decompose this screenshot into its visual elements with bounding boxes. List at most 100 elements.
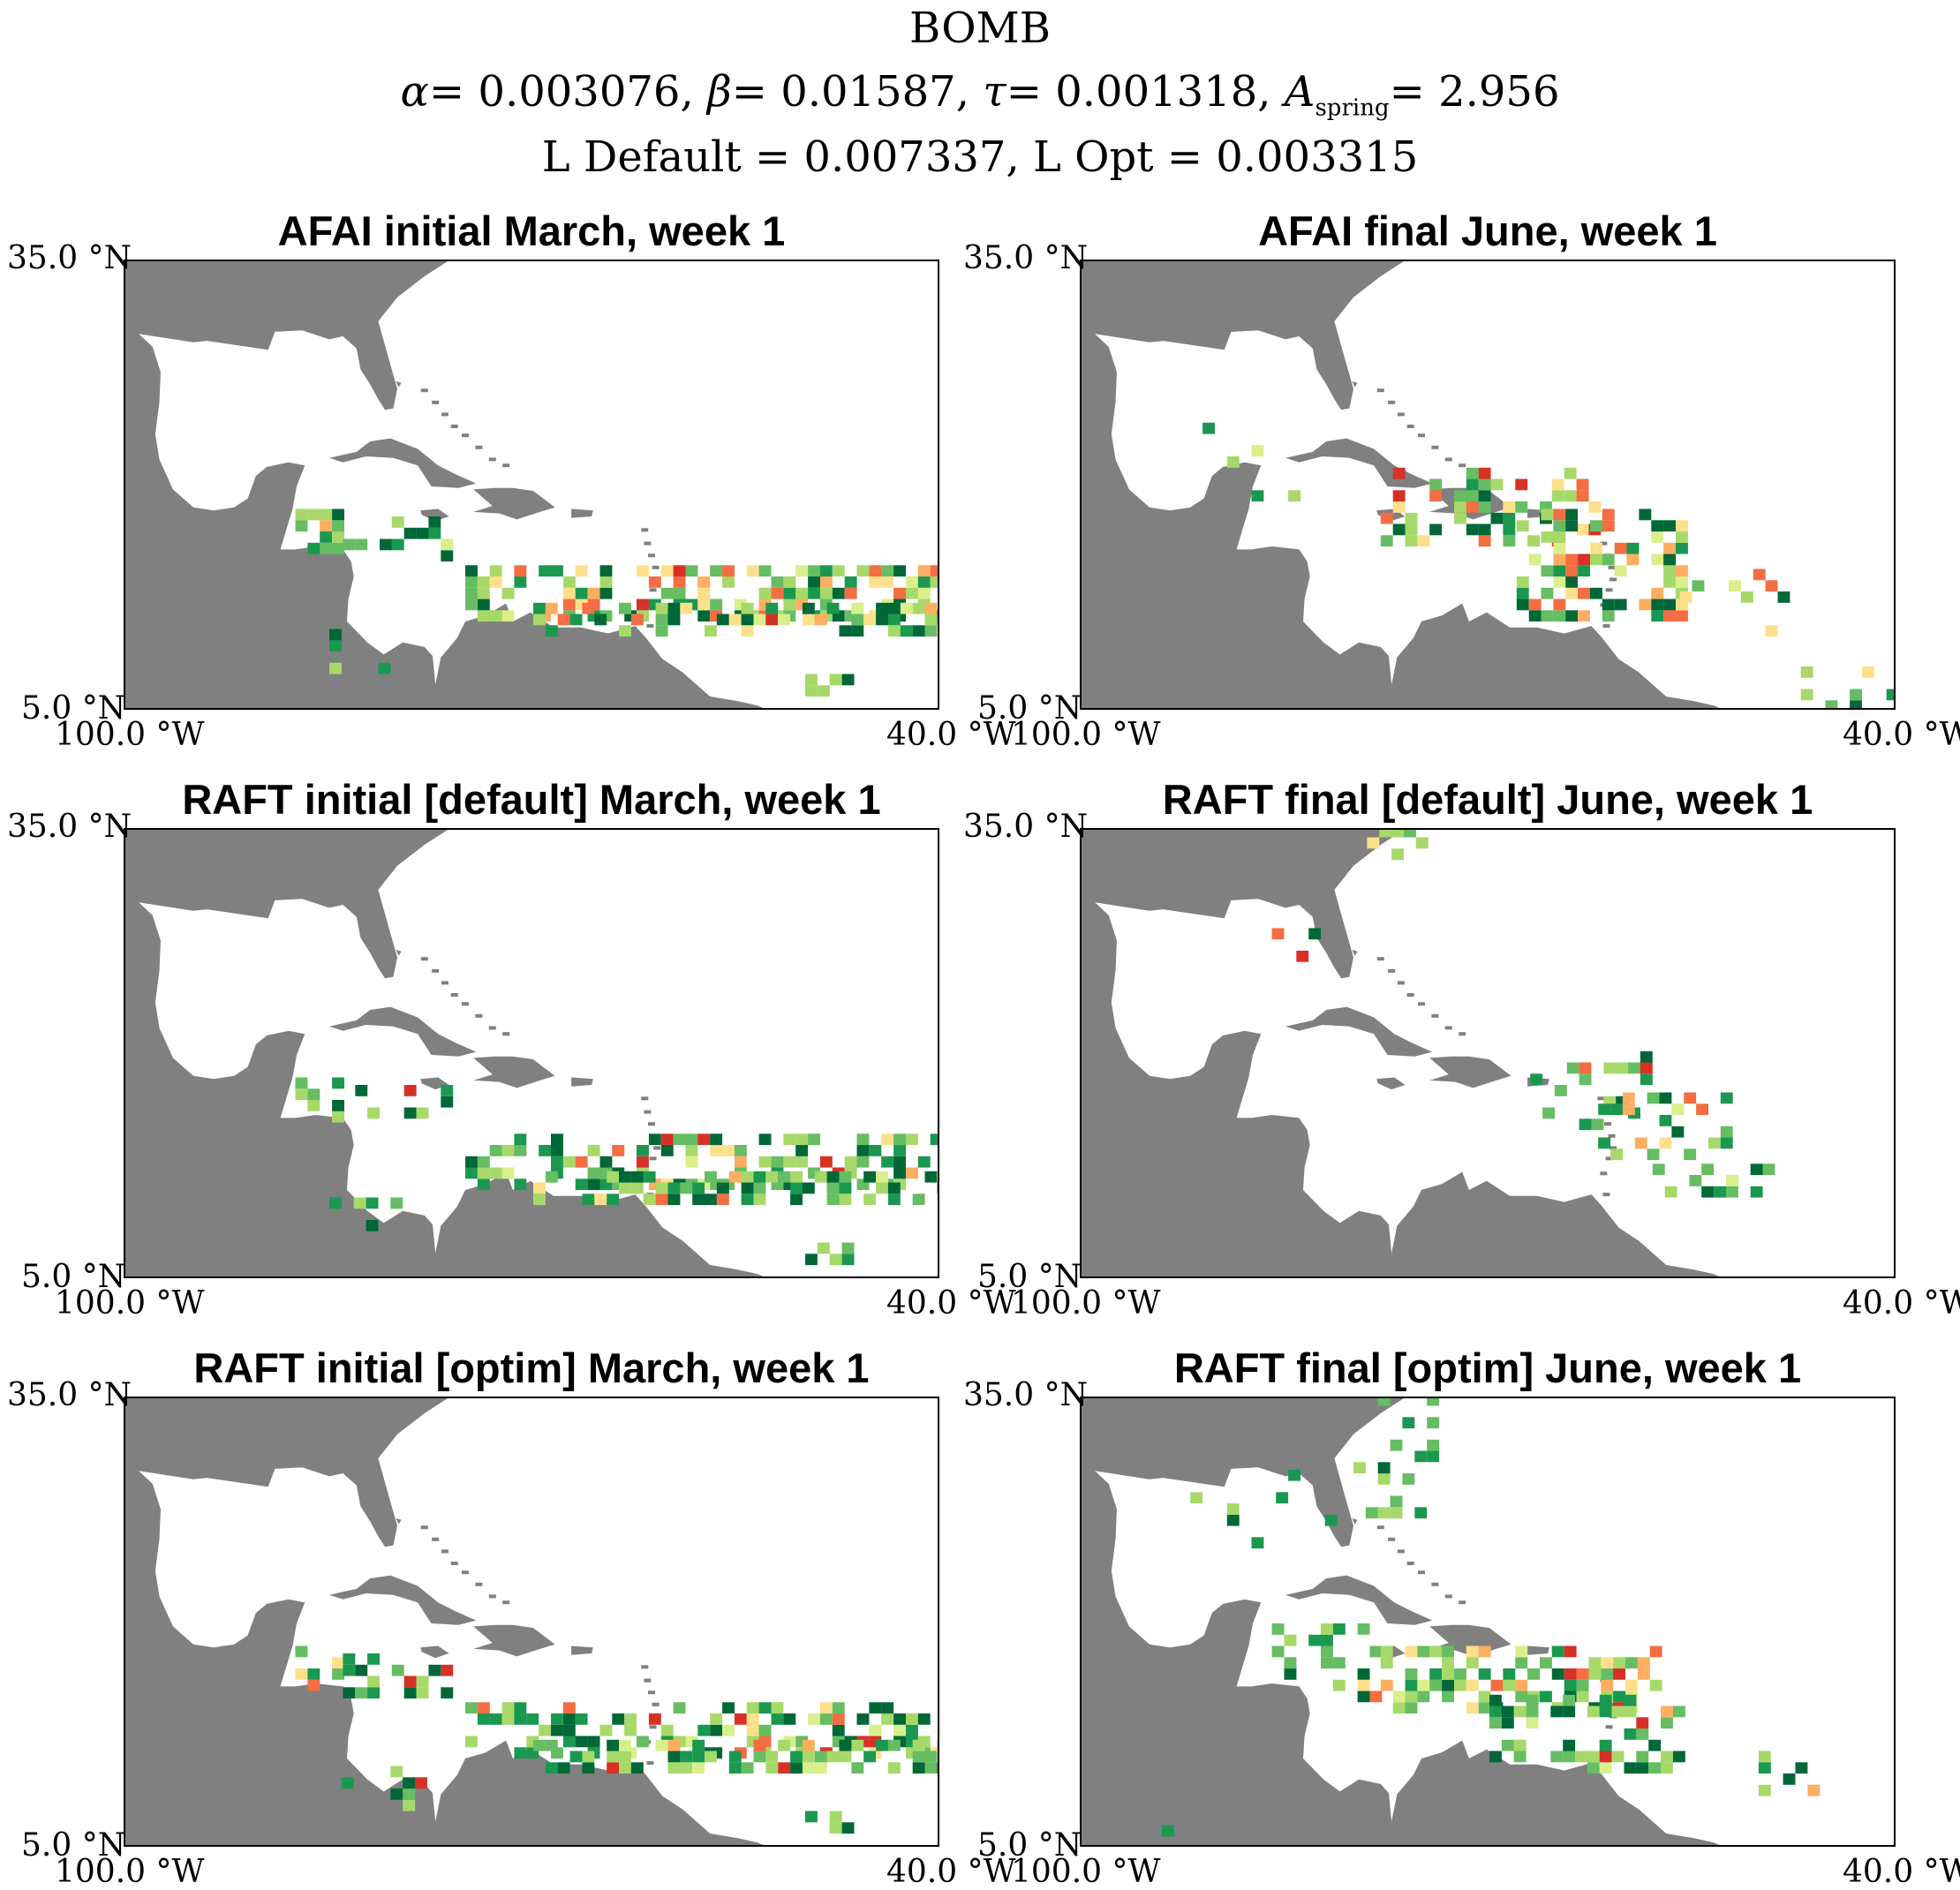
- sargassum-cell: [734, 1145, 747, 1156]
- lon-left-label: 100.0 °W: [55, 1854, 205, 1890]
- sargassum-cell: [1466, 501, 1479, 513]
- small-island: [502, 1600, 510, 1605]
- sargassum-cell: [1553, 576, 1566, 588]
- sargassum-cell: [643, 1171, 656, 1183]
- small-island: [649, 588, 657, 592]
- sargassum-cell: [1442, 1657, 1454, 1669]
- sargassum-cell: [295, 1077, 308, 1089]
- sargassum-cell: [655, 1193, 668, 1206]
- yucatan-cuba-islands-land: [396, 381, 402, 388]
- sargassum-cell: [930, 576, 938, 588]
- sargassum-cell: [1503, 535, 1516, 547]
- sargassum-cell: [637, 1156, 649, 1168]
- panel-title: RAFT final [optim] June, week 1: [1173, 1344, 1802, 1391]
- sargassum-cell: [746, 1702, 759, 1714]
- sargassum-cell: [1367, 837, 1380, 849]
- sargassum-cell: [1553, 599, 1566, 611]
- sargassum-cell: [841, 1822, 855, 1834]
- sargassum-cell: [307, 1088, 320, 1101]
- sargassum-cell: [881, 1156, 894, 1168]
- sargassum-cell: [1405, 1645, 1418, 1658]
- sargassum-cell: [667, 1751, 681, 1763]
- sargassum-cell: [599, 1156, 613, 1168]
- sargassum-cell: [307, 508, 320, 521]
- sargassum-cell: [1405, 1679, 1418, 1691]
- sargassum-cell: [1515, 1657, 1528, 1669]
- small-island: [641, 1096, 649, 1101]
- sargassum-cell: [863, 1193, 877, 1206]
- sargassum-cell: [562, 1736, 576, 1748]
- sargassum-cell: [771, 1702, 784, 1714]
- panel-title: RAFT initial [optim] March, week 1: [193, 1344, 870, 1391]
- sargassum-cell: [1516, 599, 1529, 611]
- sargassum-cell: [1526, 1717, 1539, 1729]
- puerto-rico-land: [571, 508, 593, 518]
- sargassum-cell: [1442, 1645, 1454, 1658]
- lat-bottom-label: 5.0 °N: [21, 690, 126, 727]
- sargassum-cell: [551, 1713, 563, 1725]
- north-america-land: [1082, 830, 1394, 1276]
- sargassum-cell: [514, 1702, 527, 1714]
- south-america-land: [430, 1740, 764, 1845]
- sargassum-cell: [1466, 467, 1479, 479]
- sargassum-cell: [1380, 512, 1393, 524]
- sargassum-cell: [783, 587, 796, 599]
- sargassum-cell: [332, 542, 344, 554]
- small-island: [641, 528, 649, 532]
- sargassum-cell: [1190, 1492, 1203, 1504]
- sargassum-cell: [1648, 1762, 1662, 1774]
- sargassum-cell: [1599, 1739, 1612, 1751]
- sargassum-cell: [307, 1679, 320, 1691]
- sargassum-cell: [1392, 467, 1406, 479]
- sargassum-cell: [829, 1254, 842, 1266]
- sargassum-cell: [937, 1739, 938, 1751]
- sargassum-cell: [332, 1100, 344, 1111]
- sargassum-cell: [790, 1171, 803, 1183]
- sargassum-cell: [1417, 535, 1430, 547]
- sargassum-cell: [380, 538, 392, 551]
- sargassum-cell: [924, 1751, 938, 1763]
- sargassum-cell: [582, 1762, 595, 1774]
- small-island: [1418, 433, 1425, 438]
- sargassum-cell: [1591, 1118, 1604, 1131]
- sargassum-cell: [869, 1702, 882, 1714]
- sargassum-cell: [1636, 1762, 1649, 1774]
- sargassum-cell: [514, 1133, 527, 1146]
- sargassum-cell: [1800, 666, 1813, 678]
- sargassum-cell: [366, 1197, 379, 1209]
- sargassum-cell: [1850, 689, 1862, 701]
- beta-value: 0.01587: [780, 67, 956, 117]
- south-america-land: [430, 1171, 764, 1276]
- small-island: [1605, 1156, 1613, 1161]
- sargassum-cell: [1442, 1690, 1454, 1703]
- sargassum-cell: [1405, 1702, 1418, 1714]
- sargassum-cell: [1251, 490, 1264, 502]
- jamaica-land: [420, 508, 449, 522]
- lon-right-label: 40.0 °W: [1843, 717, 1960, 753]
- sargassum-cell: [887, 1193, 901, 1206]
- usa-east-land: [1082, 1398, 1404, 1547]
- sargassum-cell: [1226, 1514, 1240, 1526]
- sargassum-cell: [1541, 565, 1554, 577]
- sargassum-cell: [1676, 610, 1688, 622]
- sargassum-cell: [1576, 1690, 1589, 1703]
- sargassum-cell: [1527, 535, 1540, 547]
- yucatan-cuba-islands-land: [1352, 381, 1358, 388]
- aspring-subscript: spring: [1315, 94, 1390, 122]
- usa-east-land: [125, 1398, 448, 1547]
- sargassum-cell: [1379, 830, 1392, 838]
- sargassum-cell: [1575, 1751, 1587, 1763]
- sargassum-cell: [1661, 1762, 1673, 1774]
- sargassum-cell: [1489, 1706, 1502, 1718]
- sargassum-cell: [1490, 512, 1504, 524]
- sargassum-cell: [817, 685, 830, 697]
- sargassum-cell: [924, 602, 938, 614]
- sargassum-cell: [514, 565, 527, 577]
- lat-top-label: 35.0 °N: [7, 1377, 132, 1413]
- sargassum-cell: [612, 1713, 625, 1725]
- sargassum-cell: [1551, 490, 1564, 502]
- small-island: [649, 1725, 657, 1729]
- sargassum-cell: [1402, 1417, 1415, 1429]
- north-america-land: [125, 1398, 438, 1845]
- sargassum-cell: [1590, 520, 1602, 532]
